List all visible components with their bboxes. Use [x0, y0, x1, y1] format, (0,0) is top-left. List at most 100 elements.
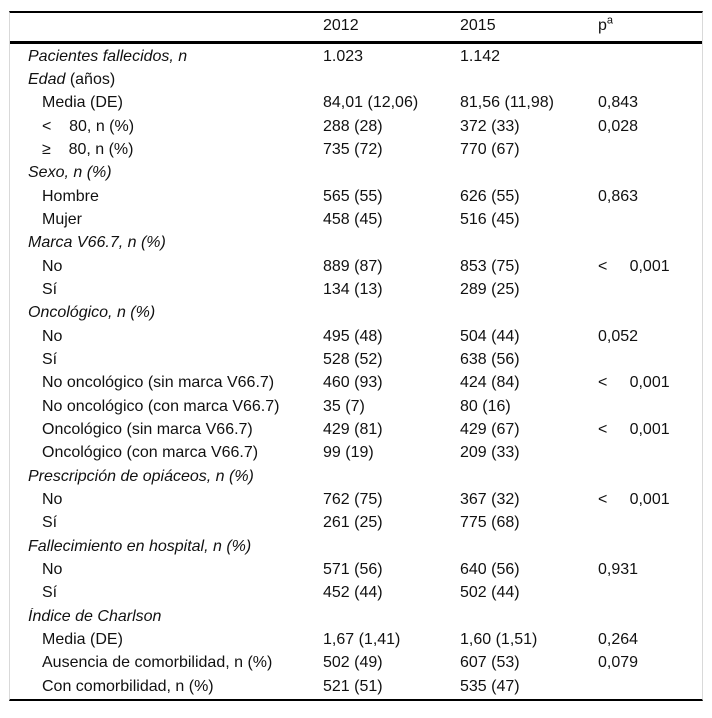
cell-2012: 889 (87) [323, 257, 383, 275]
row-label-italic: Sexo, n (%) [28, 164, 112, 182]
row-label: Con comorbilidad, n (%) [10, 678, 323, 696]
row-label-text: Hombre [42, 187, 99, 205]
row-label-text: Con comorbilidad, n (%) [42, 677, 214, 695]
row-label: Fallecimiento en hospital, n (%) [10, 538, 323, 556]
cell-2015: 638 (56) [460, 350, 520, 368]
cell-2012: 35 (7) [323, 397, 365, 415]
table-row: Oncológico, n (%) [10, 302, 702, 325]
table-row: Edad (años) [10, 68, 702, 91]
row-label-italic: Fallecimiento en hospital, n (%) [28, 537, 252, 555]
row-label: No oncológico (con marca V66.7) [10, 398, 323, 416]
row-label: Oncológico (con marca V66.7) [10, 444, 323, 462]
row-label: Ausencia de comorbilidad, n (%) [10, 654, 323, 672]
row-label-text: No oncológico (con marca V66.7) [42, 397, 280, 415]
table-row: Marca V66.7, n (%) [10, 232, 702, 255]
row-label-text: Mujer [42, 210, 83, 228]
cell-p-value: 0,931 [598, 560, 639, 578]
cell-p-value: 0,052 [598, 327, 639, 345]
cell-2015: 775 (68) [460, 514, 520, 532]
table-header-row: 2012 2015 pa [10, 13, 702, 44]
row-label-italic: Prescripción de opiáceos, n (%) [28, 467, 254, 485]
row-label: Pacientes fallecidos, n [10, 48, 323, 66]
cell-2015: 516 (45) [460, 210, 520, 228]
row-label-text: ≥ 80, n (%) [42, 140, 134, 158]
table-row: Hombre 565 (55) 626 (55) 0,863 [10, 185, 702, 208]
cell-2012: 458 (45) [323, 210, 383, 228]
cell-2012: 571 (56) [323, 560, 383, 578]
row-label-italic: Pacientes fallecidos, n [28, 47, 188, 65]
header-p-superscript: a [606, 16, 614, 27]
cell-2012: 261 (25) [323, 514, 383, 532]
cell-2012: 528 (52) [323, 350, 383, 368]
row-label: Sí [10, 584, 323, 602]
row-label: Edad (años) [10, 71, 323, 89]
cell-p-value: 0,079 [598, 654, 639, 672]
cell-2012: 84,01 (12,06) [323, 94, 419, 112]
row-label: ≥ 80, n (%) [10, 141, 323, 159]
cell-2012: 429 (81) [323, 420, 383, 438]
cell-2015: 1.142 [460, 47, 501, 65]
cell-2012: 99 (19) [323, 444, 374, 462]
row-label: Prescripción de opiáceos, n (%) [10, 468, 323, 486]
cell-p-value: 0,028 [598, 117, 639, 135]
row-label-text: No [42, 490, 63, 508]
table-row: Sí 452 (44) 502 (44) [10, 582, 702, 605]
table-row: Sí 134 (13) 289 (25) [10, 278, 702, 301]
cell-2012: 565 (55) [323, 187, 383, 205]
row-label: No [10, 328, 323, 346]
cell-p-value: < 0,001 [598, 374, 670, 392]
cell-2012: 495 (48) [323, 327, 383, 345]
row-label-text: (años) [65, 70, 116, 88]
row-label: No [10, 561, 323, 579]
table-row: Índice de Charlson [10, 605, 702, 628]
table-row: No 571 (56) 640 (56) 0,931 [10, 558, 702, 581]
table-row: Mujer 458 (45) 516 (45) [10, 208, 702, 231]
table-row: No 495 (48) 504 (44) 0,052 [10, 325, 702, 348]
cell-2015: 429 (67) [460, 420, 520, 438]
cell-2012: 288 (28) [323, 117, 383, 135]
header-2012: 2012 [323, 17, 359, 34]
row-label: Media (DE) [10, 631, 323, 649]
row-label-text: No [42, 257, 63, 275]
cell-2015: 372 (33) [460, 117, 520, 135]
cell-2012: 502 (49) [323, 654, 383, 672]
table-row: Media (DE) 84,01 (12,06) 81,56 (11,98) 0,84… [10, 92, 702, 115]
row-label: Marca V66.7, n (%) [10, 234, 323, 252]
cell-p-value: < 0,001 [598, 490, 670, 508]
cell-2015: 502 (44) [460, 584, 520, 602]
header-p-base: p [598, 17, 607, 34]
cell-2015: 535 (47) [460, 677, 520, 695]
row-label: Oncológico (sin marca V66.7) [10, 421, 323, 439]
cell-2015: 1,60 (1,51) [460, 630, 538, 648]
cell-p-value: 0,843 [598, 94, 639, 112]
row-label-text: No [42, 327, 63, 345]
row-label-text: Ausencia de comorbilidad, n (%) [42, 654, 273, 672]
cell-2015: 81,56 (11,98) [460, 94, 554, 112]
row-label: Sí [10, 514, 323, 532]
cell-2012: 460 (93) [323, 374, 383, 392]
row-label-text: Oncológico (con marca V66.7) [42, 444, 259, 462]
comparative-statistics-table: 2012 2015 pa Pacientes fallecidos, n 1.02… [9, 11, 703, 701]
row-label: < 80, n (%) [10, 118, 323, 136]
table-row: Sí 528 (52) 638 (56) [10, 348, 702, 371]
row-label-italic: Índice de Charlson [28, 607, 162, 625]
table-row: Oncológico (sin marca V66.7) 429 (81) 429 … [10, 418, 702, 441]
header-p-value: pa [598, 16, 702, 35]
table-row: Sí 261 (25) 775 (68) [10, 512, 702, 535]
table-row: No oncológico (con marca V66.7) 35 (7) 80 … [10, 395, 702, 418]
table-row: ≥ 80, n (%) 735 (72) 770 (67) [10, 138, 702, 161]
cell-2012: 1,67 (1,41) [323, 630, 401, 648]
cell-2012: 521 (51) [323, 677, 383, 695]
table-row: Ausencia de comorbilidad, n (%) 502 (49) 6… [10, 652, 702, 675]
header-2015: 2015 [460, 17, 496, 34]
row-label: Sí [10, 281, 323, 299]
row-label-italic: Oncológico, n (%) [28, 304, 156, 322]
cell-p-value: < 0,001 [598, 420, 670, 438]
cell-2015: 504 (44) [460, 327, 520, 345]
cell-2015: 607 (53) [460, 654, 520, 672]
cell-2015: 626 (55) [460, 187, 520, 205]
cell-2015: 640 (56) [460, 560, 520, 578]
table-row: < 80, n (%) 288 (28) 372 (33) 0,028 [10, 115, 702, 138]
cell-2015: 209 (33) [460, 444, 520, 462]
